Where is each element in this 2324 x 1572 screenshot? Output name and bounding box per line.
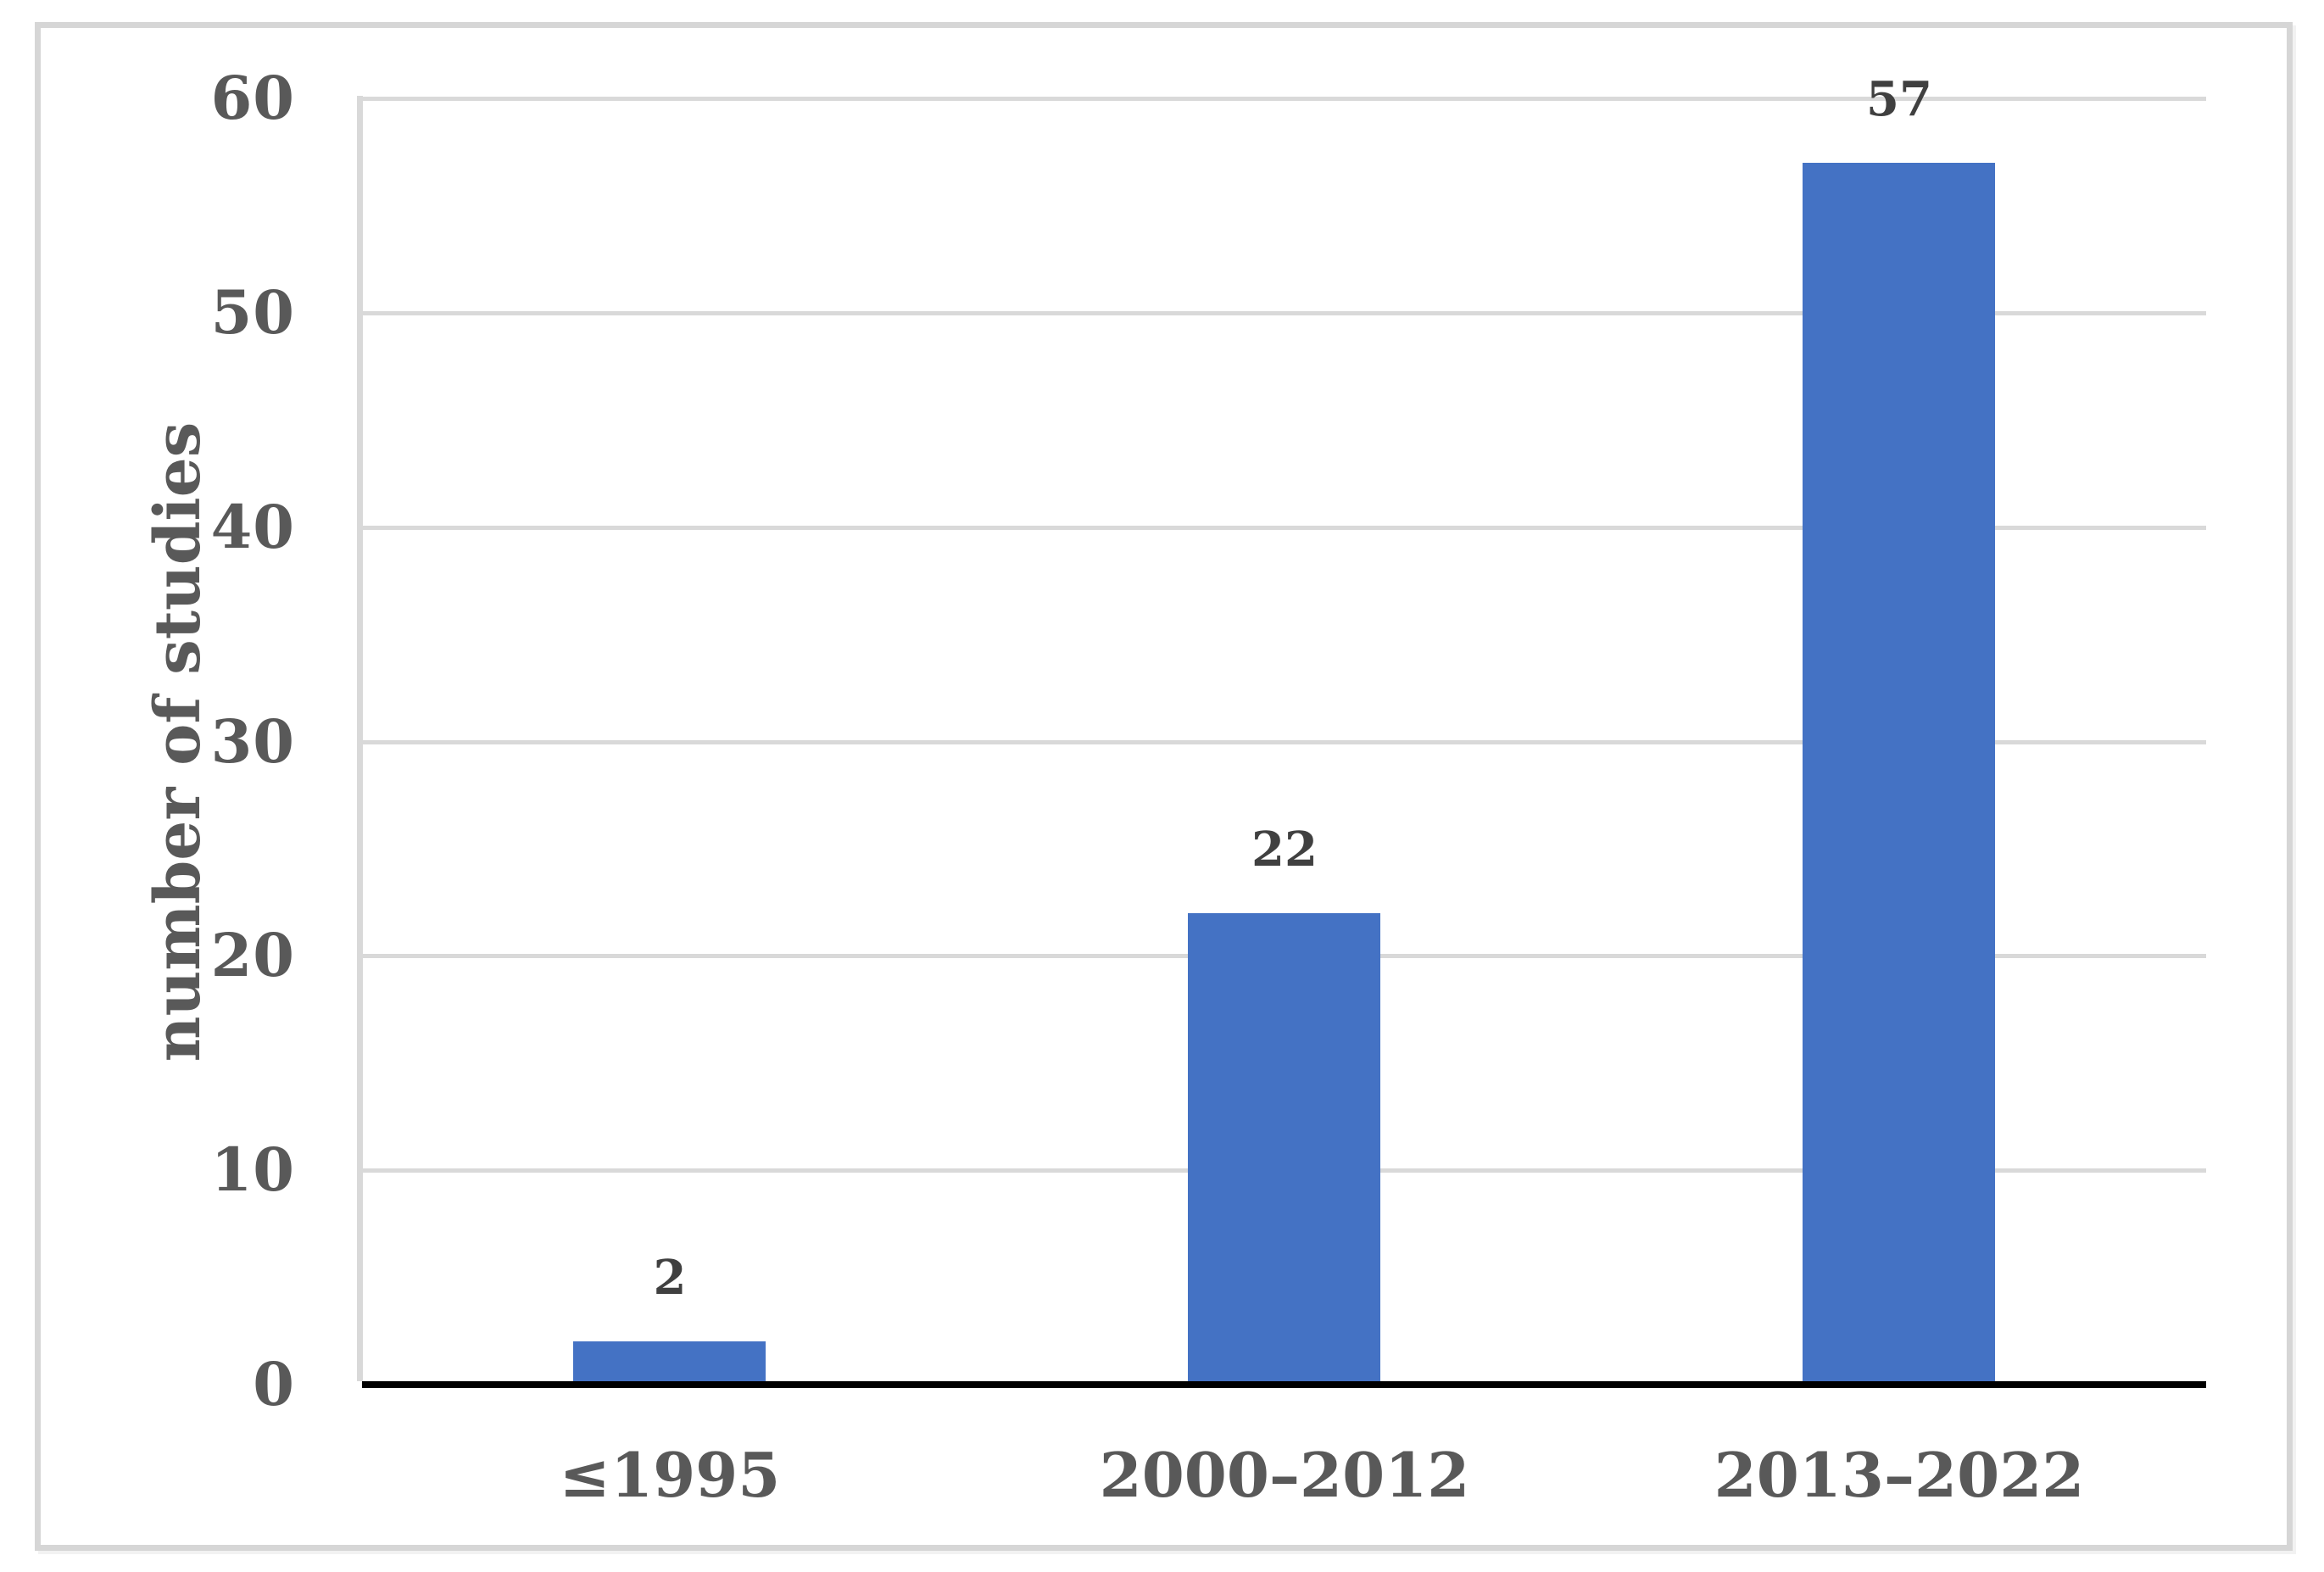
gridline-30	[362, 740, 2206, 744]
gridline-40	[362, 526, 2206, 530]
bar-2000-2012	[1188, 913, 1380, 1381]
gridline-60	[362, 97, 2206, 101]
y-tick-label-60: 60	[210, 63, 295, 133]
bar-value-label: 57	[1866, 71, 1932, 127]
y-tick-label-40: 40	[210, 492, 295, 562]
bar-value-label: 22	[1251, 822, 1318, 878]
bar-le-1995	[573, 1341, 766, 1381]
x-axis-line	[362, 1381, 2206, 1388]
y-axis-title: number of studies	[142, 421, 215, 1062]
bar-2013-2022	[1803, 163, 1995, 1381]
gridline-50	[362, 311, 2206, 315]
y-tick-label-50: 50	[210, 277, 295, 348]
y-tick-label-20: 20	[210, 920, 295, 990]
figure-border	[35, 22, 2293, 1551]
y-tick-label-0: 0	[253, 1349, 295, 1419]
x-category-label-2000-2012: 2000–2012	[1099, 1439, 1470, 1511]
y-tick-label-10: 10	[210, 1134, 295, 1205]
y-axis-line	[357, 96, 363, 1381]
bar-value-label: 2	[653, 1250, 687, 1306]
x-category-label-le-1995: ≤1995	[559, 1439, 781, 1511]
x-category-label-2013-2022: 2013–2022	[1714, 1439, 2085, 1511]
y-tick-label-30: 30	[210, 706, 295, 777]
